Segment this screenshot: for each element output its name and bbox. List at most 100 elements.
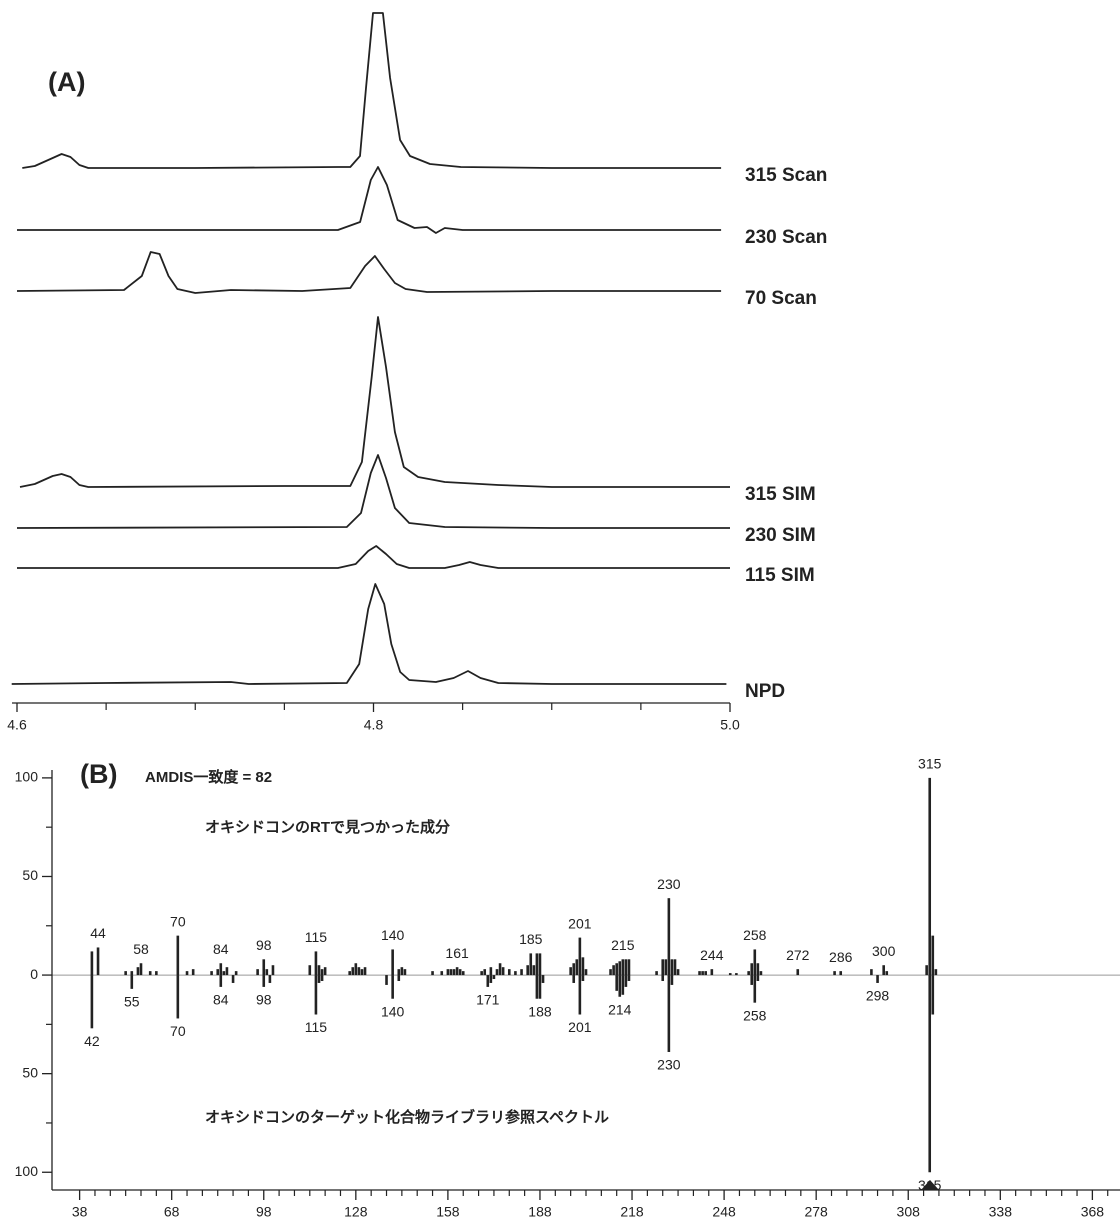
peak-bar xyxy=(759,971,763,976)
peak-bar xyxy=(535,975,539,999)
peak-bar xyxy=(514,971,517,976)
peak-bar xyxy=(833,971,836,976)
peak-bar xyxy=(581,975,585,981)
peak-bar xyxy=(268,975,272,983)
peak-bar xyxy=(271,965,275,976)
peak-bar xyxy=(124,971,127,976)
peak-label: 98 xyxy=(256,992,272,1008)
peak-bar xyxy=(925,965,928,976)
y-tick-label: 50 xyxy=(22,867,38,883)
peak-bar xyxy=(615,975,618,991)
peak-label: 214 xyxy=(608,1001,632,1017)
x-tick-label: 5.0 xyxy=(720,717,740,733)
peak-bar xyxy=(501,967,505,976)
series-name: オキシドコンのターゲット化合物ライブラリ参照スペクトル xyxy=(205,1108,609,1126)
peak-bar xyxy=(885,971,889,976)
peak-bar xyxy=(96,947,100,976)
peak-label: 98 xyxy=(256,937,272,953)
peak-bar xyxy=(403,969,407,976)
series-name: オキシドコンのRTで見つかった成分 xyxy=(205,818,450,836)
peak-bar xyxy=(480,971,483,976)
peak-bar xyxy=(627,975,631,981)
peak-bar xyxy=(532,965,536,976)
peak-bar xyxy=(928,777,932,976)
peak-bar xyxy=(750,963,754,976)
peak-bar xyxy=(354,963,358,976)
peak-label: 272 xyxy=(786,947,810,963)
peak-bar xyxy=(492,975,496,980)
peak-bar xyxy=(541,975,545,983)
y-tick-label: 100 xyxy=(15,1163,39,1179)
trace xyxy=(16,454,730,529)
peak-bar xyxy=(575,959,579,976)
peak-bar xyxy=(609,969,612,976)
peak-bar xyxy=(489,975,493,983)
peak-bar xyxy=(931,975,935,1015)
peak-bar xyxy=(839,971,843,976)
peak-bar xyxy=(176,975,180,1019)
peak-bar xyxy=(578,975,582,1015)
peak-label: 84 xyxy=(213,941,229,957)
peak-bar xyxy=(655,971,658,976)
trace xyxy=(11,583,727,685)
peak-bar xyxy=(667,975,671,1052)
peak-label: 201 xyxy=(568,915,592,931)
x-tick-label: 4.6 xyxy=(7,717,27,733)
x-tick-label: 98 xyxy=(256,1204,272,1220)
peak-bar xyxy=(507,969,511,976)
peak-bar xyxy=(661,959,665,976)
panel-label: (B) xyxy=(80,759,117,789)
peak-bar xyxy=(676,969,680,976)
peak-bar xyxy=(624,959,628,976)
peak-bar xyxy=(670,975,674,985)
peak-bar xyxy=(753,949,757,976)
y-tick-label: 50 xyxy=(22,1064,38,1080)
trace xyxy=(17,545,730,569)
peak-bar xyxy=(397,969,401,976)
peak-bar xyxy=(581,957,585,976)
annotation: AMDIS一致度 = 82 xyxy=(145,768,272,786)
peak-bar xyxy=(461,971,465,976)
peak-bar xyxy=(90,951,94,976)
x-tick-label: 308 xyxy=(897,1204,921,1220)
peak-bar xyxy=(572,975,576,983)
peak-label: 300 xyxy=(872,943,896,959)
peak-bar xyxy=(90,975,94,1029)
peak-bar xyxy=(747,971,750,976)
peak-label: 70 xyxy=(170,913,186,929)
peak-bar xyxy=(234,971,238,976)
peak-bar xyxy=(155,971,158,976)
peak-bar xyxy=(317,975,321,983)
peak-bar xyxy=(621,959,625,976)
peak-bar xyxy=(928,975,932,1173)
x-tick-label: 218 xyxy=(620,1204,644,1220)
peak-bar xyxy=(348,971,351,976)
peak-bar xyxy=(148,971,152,976)
peak-bar xyxy=(314,951,318,976)
peak-bar xyxy=(701,971,704,976)
peak-bar xyxy=(458,969,462,976)
peak-label: 171 xyxy=(476,992,500,1008)
x-tick-label: 158 xyxy=(436,1204,460,1220)
x-tick-label: 368 xyxy=(1081,1204,1105,1220)
trace xyxy=(16,251,722,294)
peak-label: 70 xyxy=(170,1023,186,1039)
peak-bar xyxy=(661,975,665,981)
peak-bar xyxy=(584,969,588,976)
peak-bar xyxy=(750,975,754,985)
peak-bar xyxy=(225,967,229,976)
peak-bar xyxy=(578,937,582,976)
peak-bar xyxy=(222,971,226,976)
peak-bar xyxy=(449,969,453,976)
peak-label: 215 xyxy=(611,937,635,953)
trace xyxy=(19,316,730,488)
peak-bar xyxy=(728,973,732,976)
peak-bar xyxy=(667,898,671,976)
peak-label: 84 xyxy=(213,992,229,1008)
peak-bar xyxy=(664,959,668,976)
peak-bar xyxy=(704,971,707,976)
peak-bar xyxy=(876,975,879,983)
peak-label: 44 xyxy=(90,925,106,941)
x-tick-label: 128 xyxy=(344,1204,368,1220)
peak-label: 161 xyxy=(445,945,469,961)
